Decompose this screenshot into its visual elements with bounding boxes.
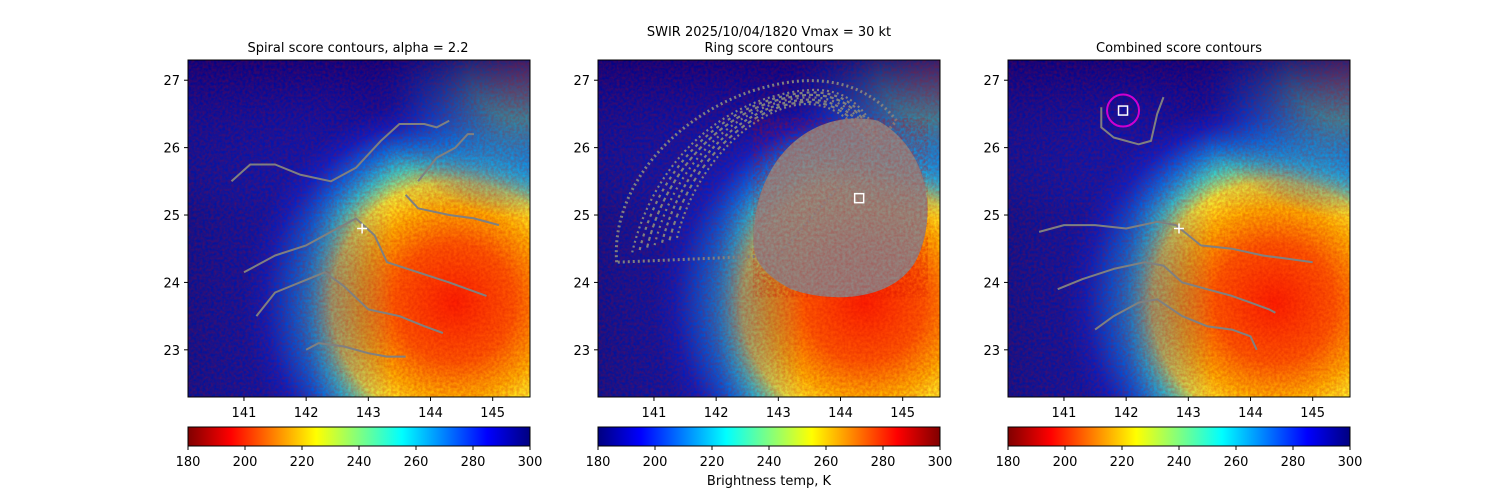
y-tick-label: 27 xyxy=(573,74,590,89)
colorbar-tick-label: 300 xyxy=(518,455,543,470)
colorbar-tick-label: 240 xyxy=(347,455,372,470)
panel-title: Combined score contours xyxy=(1096,41,1262,56)
x-tick-label: 145 xyxy=(480,406,505,421)
x-tick-label: 144 xyxy=(1238,406,1263,421)
x-tick-label: 145 xyxy=(1300,406,1325,421)
colorbar-tick-label: 280 xyxy=(461,455,486,470)
colorbar-tick-label: 260 xyxy=(1224,455,1249,470)
score-contour xyxy=(243,217,487,297)
axes: 141 142 143 144 145 27 26 25 24 23 xyxy=(983,59,1351,421)
y-tick-label: 24 xyxy=(163,276,180,291)
ring-contour xyxy=(646,93,879,248)
y-tick-label: 26 xyxy=(983,142,1000,157)
colorbar-tick-label: 280 xyxy=(1281,455,1306,470)
ring-contour xyxy=(653,96,879,246)
center-plus-marker xyxy=(1174,223,1184,234)
colorbar: 180 200 220 240 260 280 300 xyxy=(996,426,1363,470)
x-tick-label: 144 xyxy=(418,406,443,421)
score-contour xyxy=(1094,298,1258,351)
colorbar-tick-label: 180 xyxy=(586,455,611,470)
y-tick-label: 26 xyxy=(573,142,590,157)
x-tick-label: 143 xyxy=(1176,406,1201,421)
x-tick-label: 142 xyxy=(294,406,319,421)
score-contour xyxy=(255,271,444,334)
score-contour xyxy=(230,119,450,183)
y-tick-label: 25 xyxy=(983,209,1000,224)
x-tick-label: 142 xyxy=(1114,406,1139,421)
colorbar-tick-label: 200 xyxy=(643,455,668,470)
colorbar: 180 200 220 240 260 280 300 xyxy=(586,426,953,470)
ring-score-texture xyxy=(753,118,928,298)
colorbar-tick-label: 220 xyxy=(1110,455,1135,470)
heatmap-area xyxy=(1008,60,1350,397)
panel-spiral: Spiral score contours, alpha = 2.2 141 14… xyxy=(163,41,542,470)
panel-combined: Combined score contours 141 142 143 144 145 2… xyxy=(983,41,1362,470)
colorbar-tick-label: 300 xyxy=(928,455,953,470)
panel-title: Ring score contours xyxy=(704,41,833,56)
score-contour xyxy=(404,194,500,227)
score-contour xyxy=(1100,96,1165,146)
center-square-marker xyxy=(853,192,865,204)
x-tick-label: 143 xyxy=(356,406,381,421)
panel-title: Spiral score contours, alpha = 2.2 xyxy=(247,41,468,56)
center-square-marker xyxy=(1117,105,1129,116)
center-circle xyxy=(1106,93,1141,128)
heatmap-area xyxy=(598,60,940,397)
y-tick-label: 24 xyxy=(573,276,590,291)
colorbar-tick-label: 220 xyxy=(700,455,725,470)
score-contour xyxy=(305,342,406,358)
colorbar-gradient xyxy=(187,426,531,447)
heatmap-area xyxy=(188,60,530,397)
colorbar-tick-label: 220 xyxy=(290,455,315,470)
colorbar-tick-label: 280 xyxy=(871,455,896,470)
y-tick-label: 24 xyxy=(983,276,1000,291)
figure-suptitle: SWIR 2025/10/04/1820 Vmax = 30 kt xyxy=(647,25,891,40)
y-tick-label: 25 xyxy=(163,209,180,224)
colorbar-tick-label: 300 xyxy=(1338,455,1363,470)
colorbar-gradient xyxy=(1007,426,1351,447)
colorbar-tick-label: 180 xyxy=(176,455,201,470)
x-tick-label: 141 xyxy=(232,406,257,421)
axes-frame xyxy=(597,59,941,398)
x-tick-label: 145 xyxy=(890,406,915,421)
score-contour xyxy=(1057,261,1276,314)
score-contour xyxy=(417,133,474,182)
colorbar-tick-label: 200 xyxy=(233,455,258,470)
x-tick-label: 143 xyxy=(766,406,791,421)
x-tick-label: 141 xyxy=(642,406,667,421)
colorbar-tick-label: 200 xyxy=(1053,455,1078,470)
colorbar: 180 200 220 240 260 280 300 xyxy=(176,426,543,470)
colorbar-tick-label: 240 xyxy=(1167,455,1192,470)
center-plus-marker xyxy=(357,223,368,234)
colorbar-label: Brightness temp, K xyxy=(707,474,832,489)
ring-contour-outer xyxy=(614,79,899,264)
x-tick-label: 142 xyxy=(704,406,729,421)
y-tick-label: 23 xyxy=(573,344,590,359)
axes: 141 142 143 144 145 27 26 25 24 23 xyxy=(163,59,531,421)
panel-ring: Ring score contours 141 142 143 144 145 27 26 2… xyxy=(573,41,952,489)
y-tick-label: 23 xyxy=(983,344,1000,359)
y-tick-label: 25 xyxy=(573,209,590,224)
y-tick-label: 27 xyxy=(983,74,1000,89)
score-contour xyxy=(1038,220,1313,264)
axes-frame xyxy=(1007,59,1351,398)
colorbar-tick-label: 180 xyxy=(996,455,1021,470)
axes: 141 142 143 144 145 27 26 25 24 23 xyxy=(573,59,941,421)
colorbar-gradient xyxy=(597,426,941,447)
colorbar-tick-label: 240 xyxy=(757,455,782,470)
x-tick-label: 144 xyxy=(828,406,853,421)
colorbar-tick-label: 260 xyxy=(814,455,839,470)
ring-contour xyxy=(668,100,879,241)
ring-contour xyxy=(638,91,879,251)
y-tick-label: 23 xyxy=(163,344,180,359)
x-tick-label: 141 xyxy=(1052,406,1077,421)
colorbar-tick-label: 260 xyxy=(404,455,429,470)
axes-frame xyxy=(187,59,531,398)
y-tick-label: 26 xyxy=(163,142,180,157)
y-tick-label: 27 xyxy=(163,74,180,89)
